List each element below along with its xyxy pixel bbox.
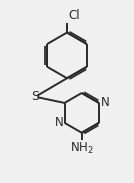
Text: Cl: Cl: [68, 9, 80, 22]
Text: N: N: [55, 116, 64, 129]
Text: N: N: [101, 96, 109, 109]
Text: S: S: [31, 90, 39, 103]
Text: NH$_2$: NH$_2$: [70, 141, 94, 156]
